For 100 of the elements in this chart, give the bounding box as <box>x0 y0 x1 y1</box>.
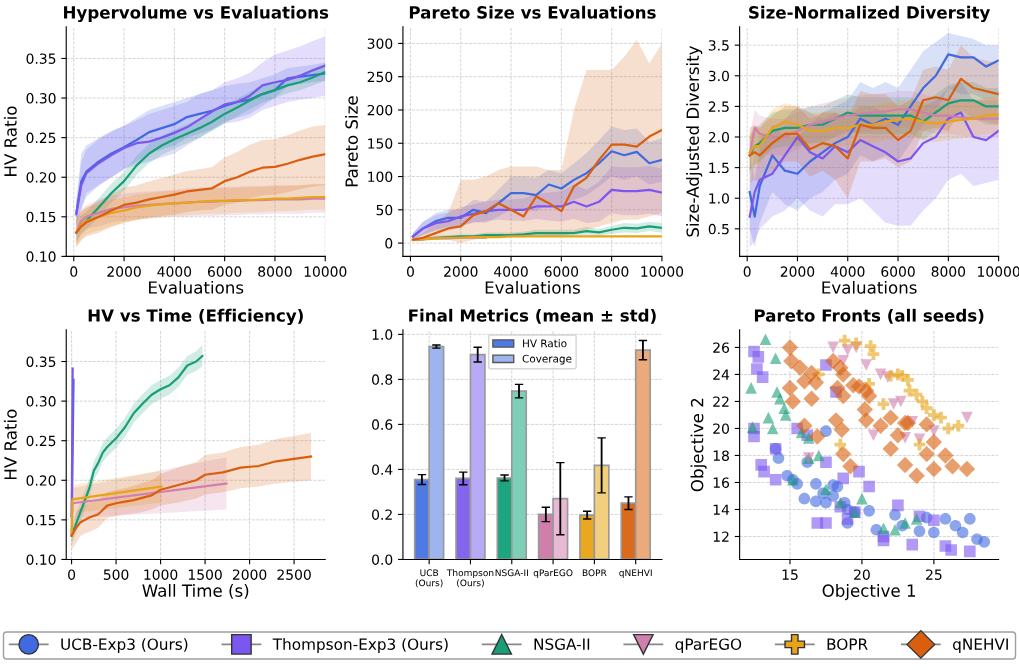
point <box>867 348 880 360</box>
y-tick-label: 0.15 <box>26 514 56 526</box>
point <box>928 409 940 421</box>
point <box>860 387 878 405</box>
x-tick-label: UCB (Ours) <box>415 569 443 588</box>
x-tick-label: 0 <box>743 266 751 277</box>
y-tick-label: 1.5 <box>709 162 729 174</box>
x-axis-title: Evaluations <box>485 280 580 294</box>
chart-title: Size-Normalized Diversity <box>749 5 991 23</box>
point <box>820 483 832 496</box>
line-series <box>411 188 662 238</box>
point <box>762 411 775 424</box>
point <box>769 473 782 486</box>
point <box>781 339 799 356</box>
point <box>820 425 832 437</box>
point <box>935 411 947 424</box>
point <box>766 422 779 435</box>
legend-label: UCB-Exp3 (Ours) <box>61 638 188 653</box>
point <box>827 490 839 502</box>
x-tick-label: qParEGO <box>533 569 573 578</box>
y-tick-label: 16 <box>713 477 730 488</box>
point <box>896 456 914 474</box>
point <box>774 392 786 405</box>
y-tick-label: 250 <box>367 71 393 83</box>
point <box>863 505 875 517</box>
y-tick-label: 2.0 <box>708 131 729 143</box>
y-tick-label: 3.0 <box>708 70 729 82</box>
point <box>860 359 873 371</box>
y-tick-label: 0.8 <box>372 374 393 385</box>
x-tick-label: 0 <box>68 569 76 580</box>
x-tick-label: 1000 <box>144 569 178 580</box>
y-axis-title: Size-Adjusted Diversity <box>686 45 703 237</box>
line-series <box>748 111 999 218</box>
y-tick-label: 0.5 <box>708 223 729 235</box>
x-tick-label: 10000 <box>641 266 684 277</box>
x-tick-label: 2000 <box>232 569 267 580</box>
y-tick-label: 0.25 <box>26 132 56 144</box>
point <box>877 522 890 535</box>
chart-title: HV vs Time (Efficiency) <box>88 308 303 326</box>
x-tick-label: 25 <box>926 569 942 580</box>
point <box>756 371 769 383</box>
point <box>791 359 809 376</box>
point <box>877 398 890 410</box>
point <box>752 351 765 363</box>
y-tick-label: 0.0 <box>372 554 393 565</box>
y-tick-label: 200 <box>367 104 393 116</box>
x-tick-label: 10000 <box>304 266 347 277</box>
y-tick-label: 0.35 <box>26 356 56 367</box>
point <box>892 499 904 512</box>
point <box>910 388 923 401</box>
x-tick-label: 6000 <box>544 266 579 277</box>
x-tick-label: qNEHVI <box>619 569 652 578</box>
point <box>838 334 851 347</box>
point <box>758 465 770 478</box>
point <box>835 387 852 405</box>
x-tick-label: 20 <box>854 569 870 580</box>
x-axis-title: Evaluations <box>149 280 244 294</box>
x-tick-label: 2000 <box>780 266 815 277</box>
point <box>820 456 832 469</box>
point <box>906 538 919 551</box>
point <box>882 409 899 426</box>
point <box>872 417 889 434</box>
point <box>964 513 976 525</box>
point <box>925 433 943 451</box>
x-tick-label: 1500 <box>188 569 222 580</box>
x-tick-label: 10000 <box>978 266 1019 277</box>
point <box>939 513 952 525</box>
y-tick-label: 12 <box>713 531 729 542</box>
point <box>827 412 845 429</box>
x-axis-title: Evaluations <box>822 280 917 294</box>
y-tick-label: 0.6 <box>372 419 393 430</box>
line-series <box>748 53 999 218</box>
point <box>964 545 976 558</box>
point <box>779 409 792 421</box>
point <box>920 402 933 414</box>
y-tick-label: 2.5 <box>708 101 729 112</box>
point <box>807 374 825 391</box>
y-tick-label: 1.0 <box>709 193 729 204</box>
point <box>864 340 877 352</box>
point <box>945 544 957 556</box>
point <box>835 445 852 463</box>
y-tick-label: 0.10 <box>26 251 56 262</box>
point <box>810 478 822 490</box>
x-tick-label: 4000 <box>830 266 865 277</box>
point <box>913 525 926 537</box>
chart-title: Hypervolume vs Evaluations <box>64 5 329 23</box>
y-tick-label: 0.4 <box>372 464 393 475</box>
x-tick-label: 0 <box>70 266 78 277</box>
y-tick-label: 50 <box>376 204 393 216</box>
point <box>863 480 875 493</box>
point <box>769 352 782 365</box>
point <box>834 438 847 451</box>
point <box>937 447 954 464</box>
point <box>834 496 847 509</box>
point <box>798 492 811 505</box>
point <box>949 519 962 532</box>
y-tick-label: 22 <box>713 396 729 407</box>
y-tick-label: 26 <box>713 342 730 353</box>
point <box>858 412 875 429</box>
point <box>781 379 799 397</box>
